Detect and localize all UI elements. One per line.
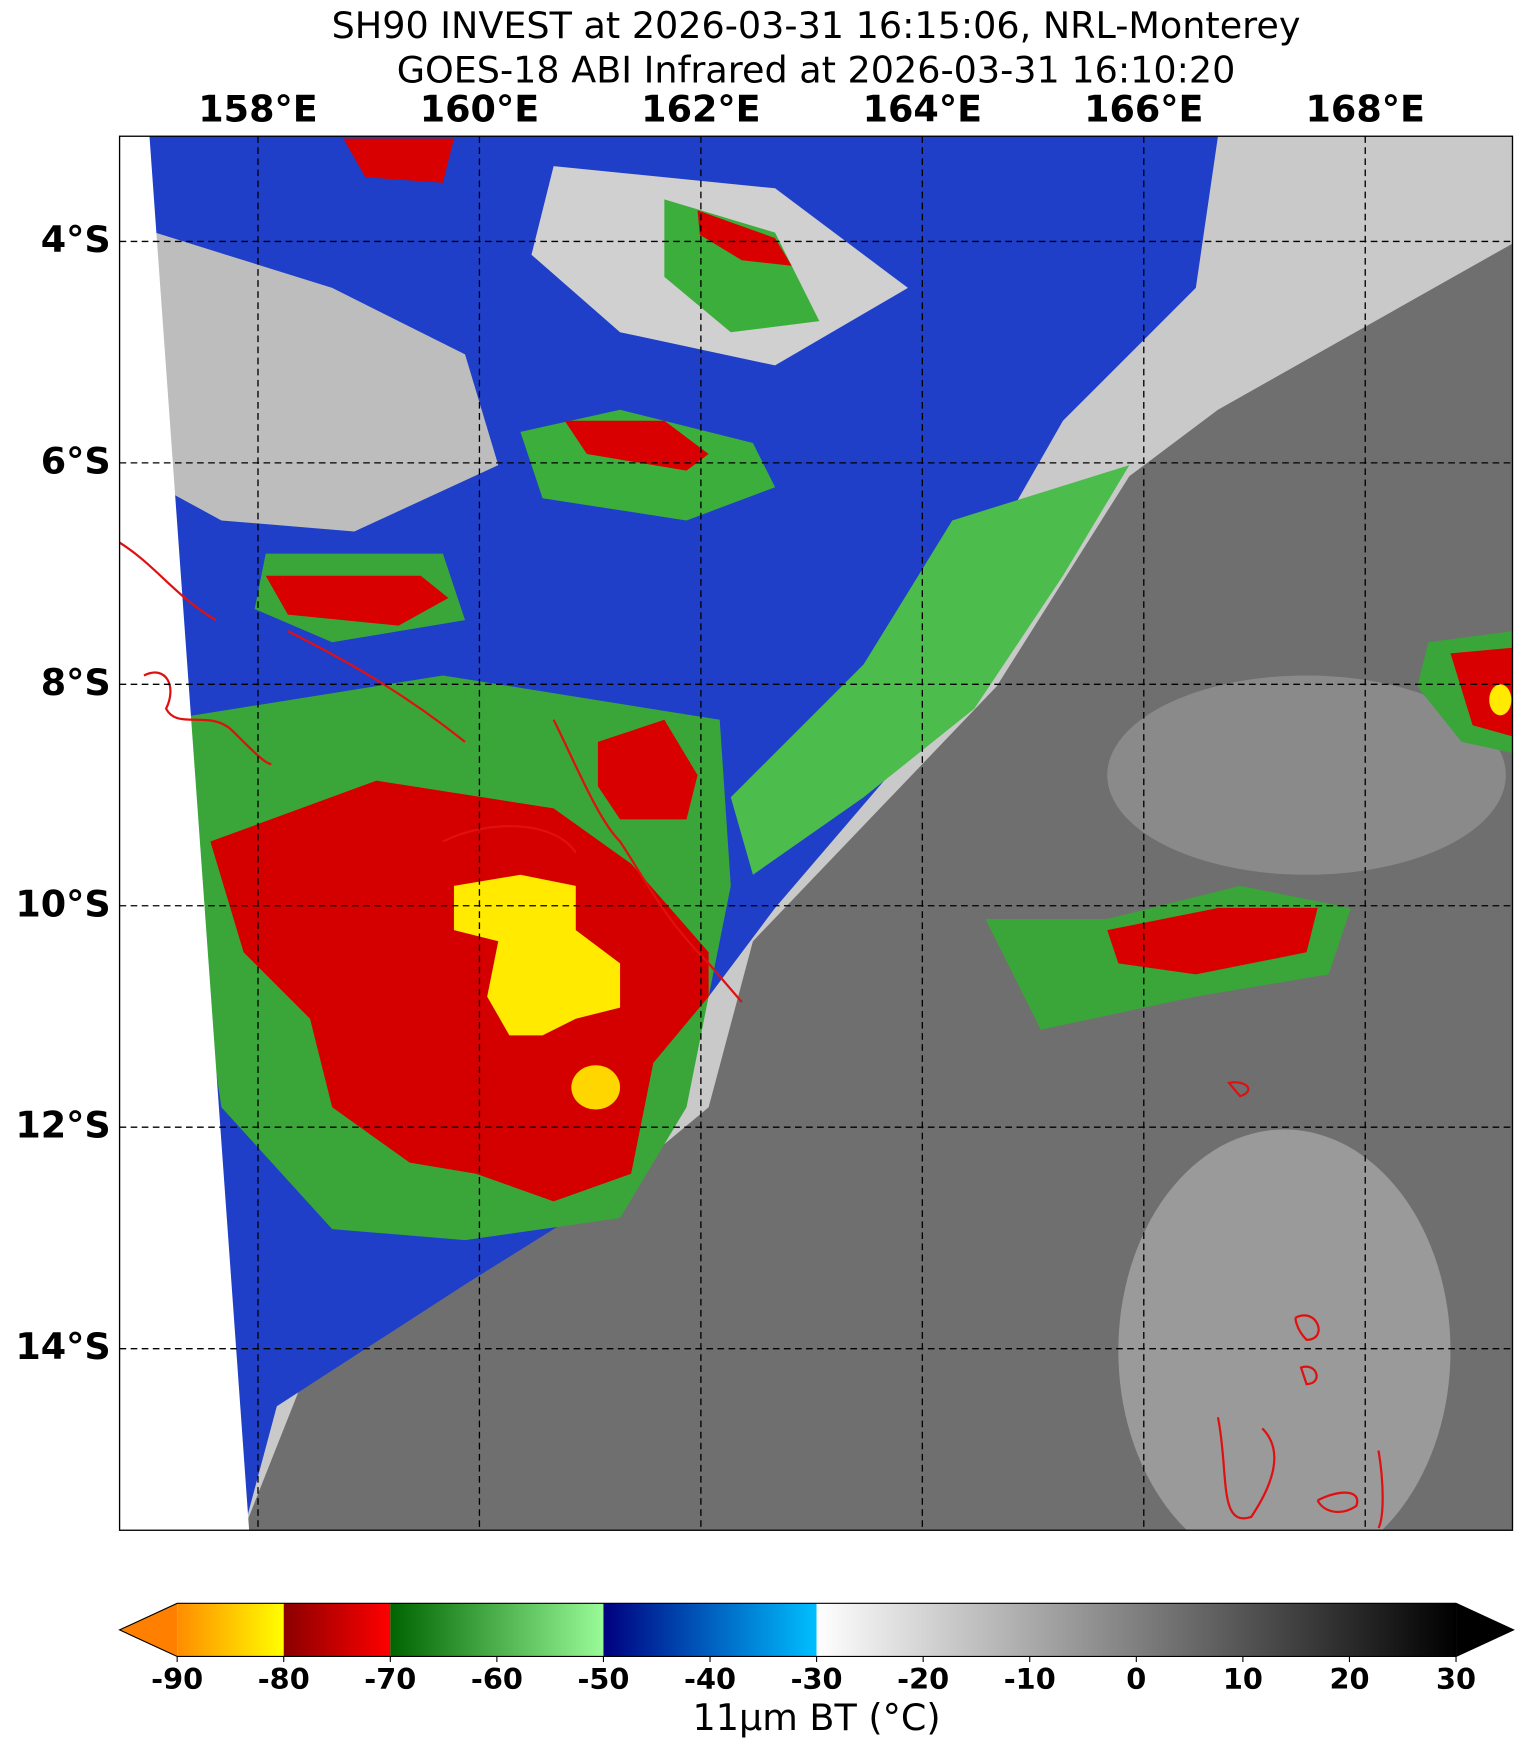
colorbar-tick-label: 0 — [1126, 1662, 1146, 1696]
y-tick-label: 14°S — [15, 1325, 110, 1368]
overshooting-top — [571, 1065, 621, 1110]
colorbar-tick-label: 20 — [1329, 1662, 1369, 1696]
deep-convection — [597, 719, 698, 820]
cold-cloud — [730, 465, 1130, 875]
colorbar-tick-label: -70 — [364, 1662, 416, 1696]
deep-convection — [564, 420, 709, 471]
colorbar-tick-label: -90 — [151, 1662, 203, 1696]
imagery — [119, 136, 1513, 1531]
colorbar-under — [119, 1603, 178, 1657]
y-tick-label: 6°S — [41, 439, 111, 482]
x-tick-label: 160°E — [420, 87, 539, 130]
colorbar-tick-label: -30 — [791, 1662, 843, 1696]
x-tick-label: 162°E — [641, 87, 760, 130]
y-tick-label: 12°S — [15, 1104, 110, 1147]
low-cloud — [1118, 1129, 1451, 1531]
overshooting-top — [453, 874, 621, 1036]
colorbar-tick-label: -80 — [258, 1662, 310, 1696]
colorbar-tick-label: 10 — [1223, 1662, 1263, 1696]
cirrus — [119, 221, 499, 532]
y-tick-label: 4°S — [41, 218, 111, 261]
colorbar-tick-label: -40 — [684, 1662, 736, 1696]
colorbar-tick-label: 30 — [1436, 1662, 1476, 1696]
colorbar: -90 -80 -70 -60 -50 -40 -30 -20 -10 0 10 20 30 11μm B… — [118, 1602, 1515, 1739]
x-tick-label: 168°E — [1306, 87, 1425, 130]
colorbar-tick-label: -10 — [1004, 1662, 1056, 1696]
deep-convection — [697, 210, 792, 266]
no-data — [119, 136, 250, 1531]
deep-convection — [1107, 907, 1318, 975]
colorbar-segment — [603, 1603, 817, 1657]
map-frame — [118, 135, 1514, 1531]
y-tick-label: 8°S — [41, 661, 111, 704]
subtitle: GOES-18 ABI Infrared at 2026-03-31 16:10… — [397, 49, 1236, 92]
deep-convection — [265, 575, 449, 626]
deep-convection — [343, 138, 454, 183]
coastline — [119, 541, 1384, 1529]
colorbar-over — [1456, 1603, 1514, 1657]
title: SH90 INVEST at 2026-03-31 16:15:06, NRL-… — [332, 4, 1301, 47]
colorbar-tick-label: -20 — [897, 1662, 949, 1696]
x-tick-label: 166°E — [1084, 87, 1203, 130]
overshooting-top — [1489, 684, 1512, 716]
low-cloud — [1107, 675, 1506, 875]
colorbar-segment — [816, 1603, 1457, 1657]
x-tick-label: 158°E — [198, 87, 317, 130]
colorbar-label: 11μm BT (°C) — [693, 1696, 941, 1739]
x-tick-label: 164°E — [863, 87, 982, 130]
colorbar-tick-label: -60 — [471, 1662, 523, 1696]
colorbar-tick-label: -50 — [577, 1662, 629, 1696]
colorbar-segment — [283, 1603, 391, 1657]
y-tick-label: 10°S — [15, 882, 110, 925]
colorbar-segment — [390, 1603, 604, 1657]
colorbar-segment — [177, 1603, 284, 1657]
